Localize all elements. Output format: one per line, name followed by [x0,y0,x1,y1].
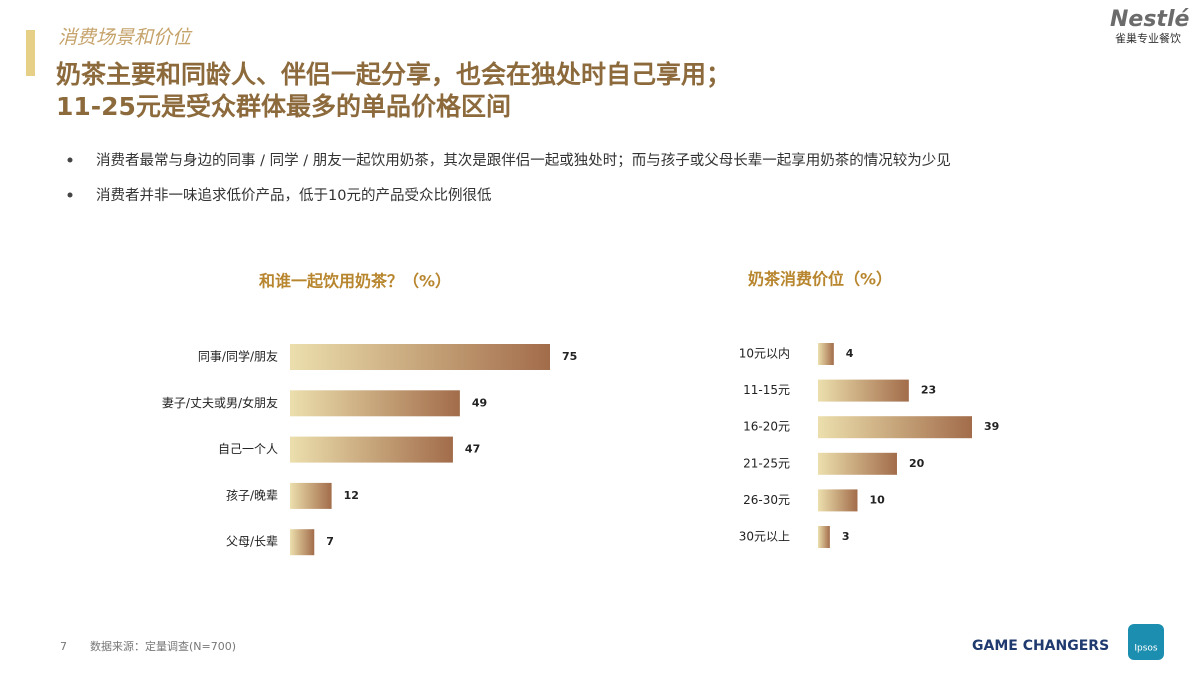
logo-subtitle: 雀巢专业餐饮 [1115,31,1181,45]
accent-bar [26,30,35,76]
value-label: 75 [562,350,577,363]
bar [818,416,972,439]
section-label: 消费场景和价位 [58,27,193,49]
bullet-dot [67,157,73,163]
page-number: 7 [60,640,67,653]
bar [818,379,909,402]
value-label: 20 [909,457,925,470]
category-label: 26-30元 [743,493,790,507]
bar [818,452,897,475]
ipsos-text: Ipsos [1134,644,1158,654]
value-label: 49 [472,396,487,409]
tagline: GAME CHANGERS [972,638,1109,654]
bullet-dot [67,192,73,198]
ipsos-logo [1128,624,1164,660]
title-line: 奶茶主要和同龄人、伴侣一起分享，也会在独处时自己享用； [56,60,731,89]
bar [818,343,834,365]
value-label: 3 [842,530,850,543]
chart-title: 奶茶消费价位（%） [748,270,892,289]
category-label: 妻子/丈夫或男/女朋友 [162,395,278,410]
value-label: 12 [344,489,359,502]
category-label: 30元以上 [739,530,790,544]
category-label: 孩子/晚辈 [226,488,278,502]
bar [290,436,453,463]
bar [290,482,332,509]
bullet-text: 消费者最常与身边的同事 / 同学 / 朋友一起饮用奶茶，其次是跟伴侣一起或独处时… [96,151,951,169]
logo-brand: Nestlé [1110,7,1189,32]
bar [290,529,315,556]
value-label: 10 [869,493,885,506]
category-label: 11-15元 [743,383,790,397]
category-label: 自己一个人 [218,442,278,456]
value-label: 4 [846,347,854,360]
category-label: 父母/长辈 [226,535,278,549]
bar [290,344,550,370]
bar [818,489,858,512]
bar [818,526,830,548]
category-label: 16-20元 [743,420,790,434]
value-label: 39 [984,420,999,433]
chart-title: 和谁一起饮用奶茶？（%） [259,272,451,291]
bar [290,390,460,417]
category-label: 10元以内 [739,347,790,361]
value-label: 23 [921,384,936,397]
value-label: 47 [465,443,480,456]
source-note: 数据来源：定量调查(N=700) [90,639,236,653]
title-line: 11-25元是受众群体最多的单品价格区间 [56,92,511,121]
value-label: 7 [326,535,334,548]
category-label: 同事/同学/朋友 [198,349,278,364]
category-label: 21-25元 [743,456,790,470]
bullet-text: 消费者并非一味追求低价产品，低于10元的产品受众比例很低 [96,187,492,204]
